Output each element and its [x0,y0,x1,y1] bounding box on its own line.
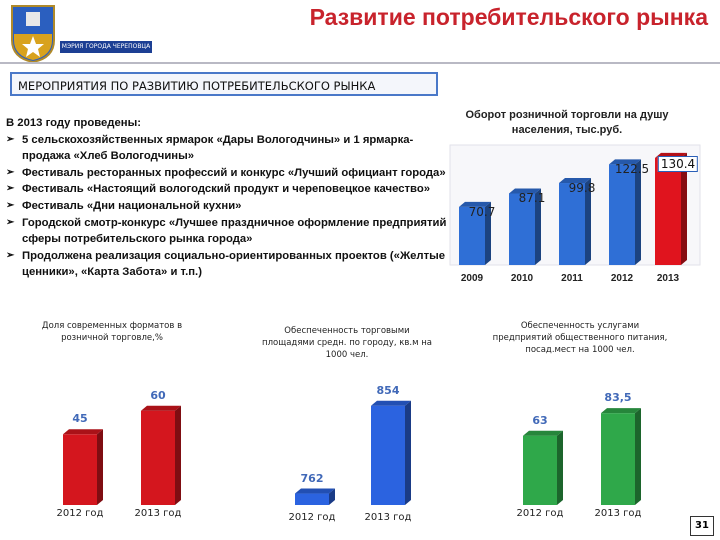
bar-top [371,400,411,406]
bar-side [97,429,103,505]
intro: В 2013 году проведены: [6,117,141,129]
bar [609,164,635,265]
bullets: 5 сельскохозяйственных ярмарок «Дары Вол… [6,132,451,281]
bar [601,413,635,505]
bar-side [635,408,641,505]
x-tick-label: 2013 год [364,512,412,523]
bar [141,410,175,505]
chart-title: Доля современных форматов в розничной то… [41,321,183,343]
bar-side [329,488,335,505]
logo [11,5,55,64]
bar-side [557,430,563,505]
bar-top [141,405,181,411]
x-tick-label: 2011 [561,273,583,284]
bullet-item: 5 сельскохозяйственных ярмарок «Дары Вол… [6,132,451,165]
chart-title: Обеспеченность торговыми площадями средн… [262,326,432,360]
bar [523,435,557,505]
bullet-item: Фестиваль «Дни национальной кухни» [6,198,451,215]
bar-top [295,488,335,494]
bar-top [63,429,103,435]
x-tick-label: 2013 год [594,508,642,519]
bar-top [601,408,641,414]
bar [559,183,585,265]
bar-top [509,188,541,194]
bar-side [681,152,687,265]
bar-side [585,178,591,265]
bar-top [459,201,491,207]
slide-title: Развитие потребительского рынка [309,4,708,30]
data-label: 83,5 [604,391,632,405]
data-label: 130.4 [657,155,699,172]
data-label: 99.8 [568,181,596,196]
page-number: 31 [690,516,714,536]
data-label: 63 [532,413,548,427]
bullet-item: Продолжена реализация социально-ориентир… [6,248,451,281]
bar [509,193,535,265]
bar-top [609,159,641,165]
data-label: 87.1 [518,191,546,206]
bar-top [523,430,563,436]
section-heading: МЕРОПРИЯТИЯ ПО РАЗВИТИЮ ПОТРЕБИТЕЛЬСКОГО… [10,72,438,96]
data-label: 122.5 [614,162,650,177]
bar-side [175,405,181,505]
x-tick-label: 2012 год [516,508,564,519]
bar [371,405,405,505]
x-tick-label: 2010 [510,273,534,284]
bullet-item: Городской смотр-конкурс «Лучшее празднич… [6,215,451,248]
x-tick-label: 2009 [460,273,484,284]
x-tick-label: 2013 год [134,508,182,519]
bar-side [535,188,541,265]
bar [63,434,97,505]
bar [295,493,329,505]
x-tick-label: 2012 год [56,508,104,519]
chart-title: Оборот розничной торговли на душу населе… [465,109,669,136]
bar [655,157,681,265]
header-rule [0,62,720,64]
bar-side [485,201,491,265]
data-label: 854 [376,383,400,397]
bullet-item: Фестиваль «Настоящий вологодский продукт… [6,181,451,198]
bar [459,206,485,265]
chart-title: Обеспеченность услугами предприятий обще… [492,321,668,355]
event-list: В 2013 году проведены: 5 сельскохозяйств… [6,115,451,281]
data-label: 45 [72,412,88,426]
bar-side [405,400,411,505]
data-label: 762 [300,471,324,485]
data-label: 70.7 [468,204,496,219]
bar-side [635,159,641,265]
bar-top [559,178,591,184]
bullet-item: Фестиваль ресторанных профессий и конкур… [6,165,451,182]
logo-text: МЭРИЯ ГОРОДА ЧЕРЕПОВЦА [60,41,152,53]
data-label: 60 [150,388,166,402]
x-tick-label: 2013 [656,273,680,284]
x-tick-label: 2012 год [288,512,336,523]
x-tick-label: 2012 [610,273,634,284]
